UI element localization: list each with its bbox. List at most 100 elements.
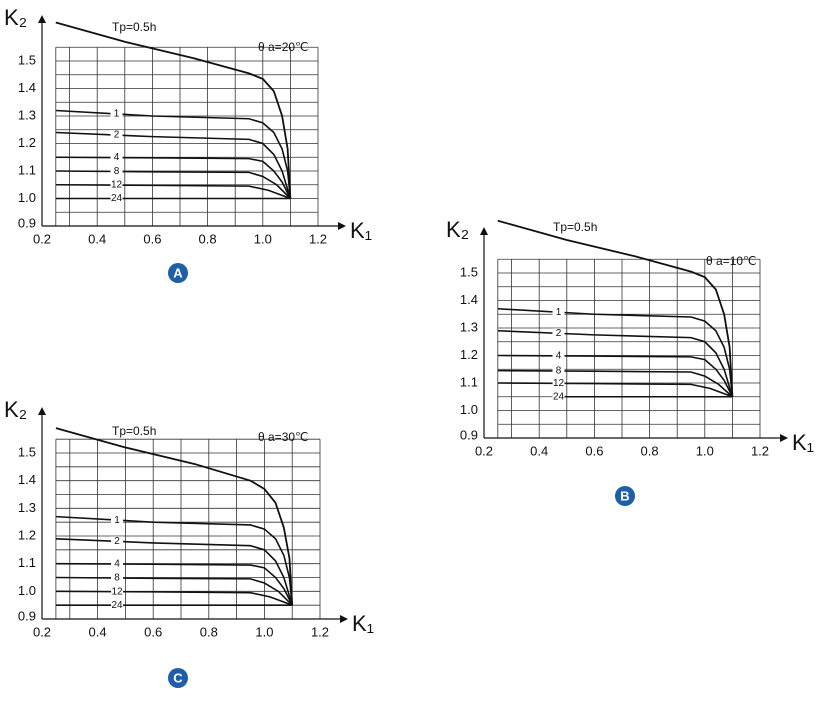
series-label: Tp=0.5h [112, 20, 156, 34]
x-tick-label: 0.4 [89, 624, 107, 639]
y-tick-label: 1.5 [18, 52, 36, 67]
badge [615, 486, 635, 506]
series-label: 24 [553, 391, 565, 402]
badge [168, 668, 188, 688]
x-tick-label: 0.8 [199, 231, 217, 246]
series-label: 12 [111, 586, 123, 597]
x-tick-label: 1.0 [255, 624, 273, 639]
series-label: 2 [114, 536, 120, 547]
x-axis-label: K₁ [350, 218, 372, 243]
x-tick-label: 0.6 [585, 443, 603, 458]
series-label-bg [552, 391, 565, 402]
x-axis-arrow [340, 615, 348, 623]
x-axis-label: K₁ [792, 430, 814, 455]
series-label-bg [552, 307, 565, 318]
y-tick-label: 1.5 [460, 264, 478, 279]
y-tick-label: 0.9 [460, 427, 478, 442]
series-label: 24 [111, 600, 123, 611]
series-label-bg [111, 600, 124, 611]
series-label-bg [111, 559, 124, 570]
x-tick-label: 1.2 [751, 443, 769, 458]
x-axis-arrow [780, 434, 788, 442]
y-tick-label: 1.4 [18, 80, 36, 95]
series-label: Tp=0.5h [112, 424, 156, 438]
x-tick-label: 0.8 [200, 624, 218, 639]
curve [55, 515, 293, 606]
series-label: Tp=0.5h [553, 220, 597, 234]
x-tick-label: 0.6 [143, 231, 161, 246]
y-tick-label: 1.3 [18, 107, 36, 122]
badge-label: B [620, 488, 629, 503]
curve [497, 307, 734, 397]
curve [55, 170, 291, 200]
curve [497, 382, 733, 398]
y-axis-label: K₂ [4, 397, 27, 422]
series-label-bg [110, 108, 123, 119]
badge-label: C [173, 670, 183, 685]
curve [55, 537, 293, 606]
x-axis-label: K₁ [352, 611, 374, 636]
series-label: 2 [114, 130, 120, 141]
y-tick-label: 1.0 [18, 583, 36, 598]
y-tick-label: 1.5 [18, 444, 36, 459]
y-tick-label: 1.1 [18, 555, 36, 570]
x-tick-label: 1.2 [311, 624, 329, 639]
curve [55, 562, 293, 606]
y-axis-arrow [480, 227, 488, 235]
series-label: 1 [556, 307, 562, 318]
chart: K₁ K₂ 0.2 0.4 0.6 0.8 1.0 1.2 0.9 1.0 1.1 1.2 1.3 1.4… [446, 217, 814, 506]
series-label: 24 [111, 193, 123, 204]
x-tick-label: 0.4 [88, 231, 106, 246]
series-label: 1 [114, 515, 120, 526]
series-label: 8 [114, 166, 120, 177]
x-tick-label: 0.8 [641, 443, 659, 458]
curve [497, 369, 733, 398]
curve [497, 354, 734, 398]
curve [55, 576, 293, 606]
series-label: 12 [111, 180, 123, 191]
y-tick-label: 1.2 [18, 135, 36, 150]
x-tick-label: 1.0 [254, 231, 272, 246]
y-axis-arrow [38, 407, 46, 415]
curve [55, 109, 292, 199]
series-label-bg [110, 166, 123, 177]
annotation: θ a=10℃ [706, 254, 757, 268]
series-label-bg [552, 350, 565, 361]
y-tick-label: 1.0 [18, 190, 36, 205]
series-label: 1 [114, 109, 120, 120]
series-label-bg [111, 515, 124, 526]
series-label-bg [111, 573, 124, 584]
y-tick-label: 0.9 [18, 215, 36, 230]
y-axis-label: K₂ [446, 217, 469, 242]
series-label-bg [110, 130, 123, 141]
curve [55, 21, 292, 199]
series-label-bg [552, 328, 565, 339]
x-tick-label: 0.6 [144, 624, 162, 639]
curve [55, 183, 291, 200]
series-label-bg [552, 378, 565, 389]
y-tick-label: 1.2 [18, 527, 36, 542]
curve [55, 590, 293, 606]
series-label: 2 [556, 328, 562, 339]
y-tick-label: 1.1 [460, 374, 478, 389]
y-tick-label: 1.4 [18, 472, 36, 487]
x-axis-arrow [338, 222, 346, 230]
y-tick-label: 1.3 [460, 319, 478, 334]
x-tick-label: 1.2 [309, 231, 327, 246]
series-label: 4 [114, 559, 120, 570]
curve [55, 156, 292, 199]
series-label: 4 [114, 152, 120, 163]
annotation: θ a=30℃ [258, 430, 309, 444]
y-tick-label: 1.0 [460, 402, 478, 417]
y-tick-label: 1.4 [460, 292, 478, 307]
series-label: 4 [556, 350, 562, 361]
x-tick-label: 0.2 [33, 624, 51, 639]
series-label-bg [111, 586, 124, 597]
chart: K₁ K₂ 0.2 0.4 0.6 0.8 1.0 1.2 0.9 1.0 1.1 1.2 1.3 1.4… [4, 397, 374, 688]
x-tick-label: 1.0 [696, 443, 714, 458]
curve [497, 219, 734, 397]
badge [168, 263, 188, 283]
curve [55, 427, 294, 606]
y-tick-label: 1.2 [460, 347, 478, 362]
